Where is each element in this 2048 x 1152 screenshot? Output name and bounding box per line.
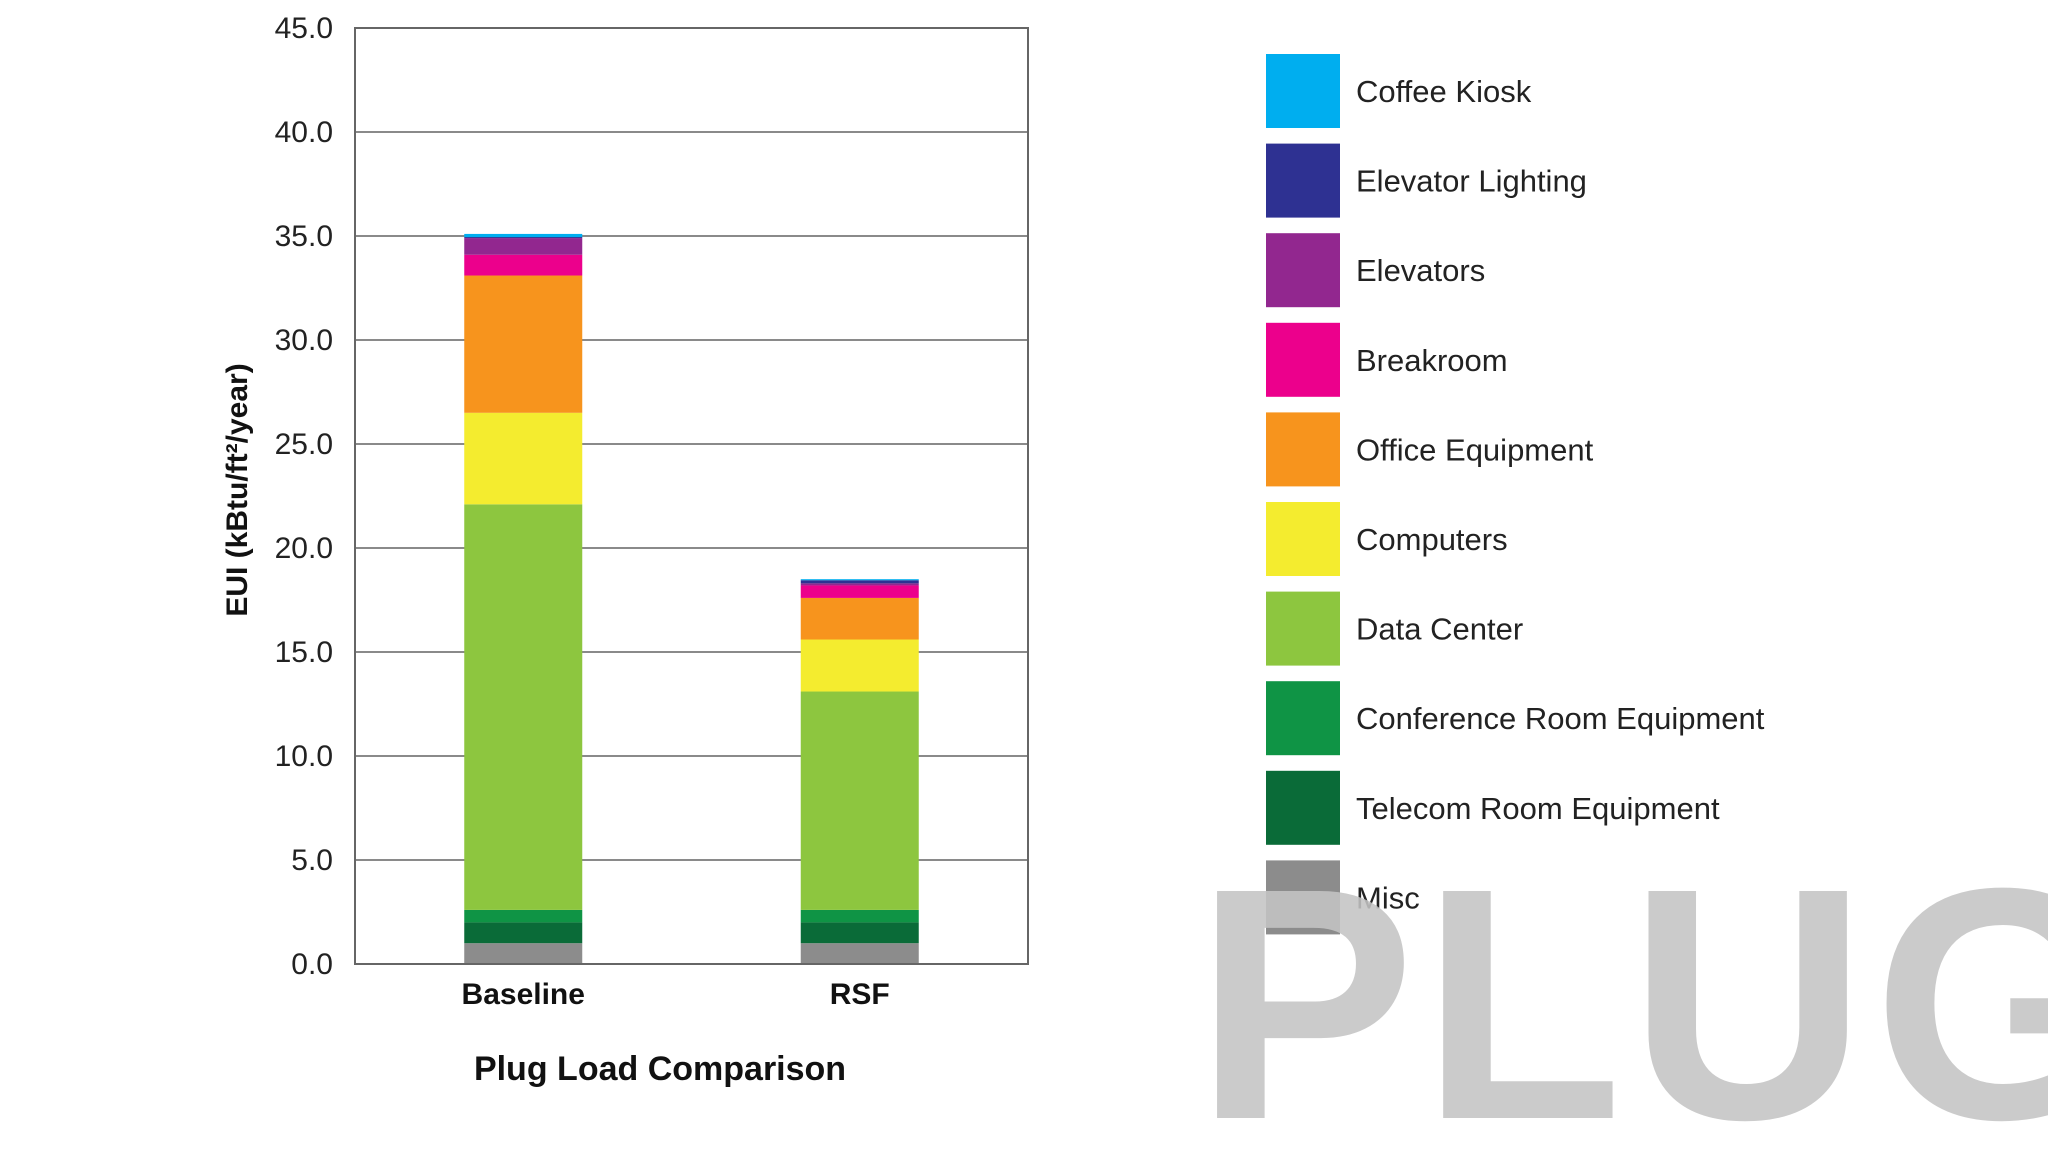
bar-segment	[800, 585, 919, 598]
y-tick-label: 10.0	[275, 740, 333, 773]
bar-segment	[464, 275, 583, 413]
legend-label: Data Center	[1356, 612, 1523, 647]
bar-segment	[464, 943, 583, 964]
y-tick-label: 25.0	[275, 428, 333, 461]
y-tick-label: 40.0	[275, 116, 333, 149]
legend-swatch	[1266, 591, 1340, 666]
legend-swatch	[1266, 502, 1340, 576]
chart-title: Plug Load Comparison	[474, 1050, 846, 1088]
legend-swatch	[1266, 860, 1340, 935]
y-tick-label: 20.0	[275, 532, 333, 565]
legend-label: Elevators	[1356, 253, 1485, 288]
overlay-word: PLUG	[1195, 819, 2048, 1152]
y-axis-title: EUI (kBtu/ft²/year)	[221, 363, 254, 616]
x-tick-labels: Baseline RSF	[462, 978, 890, 1011]
legend-swatch	[1266, 412, 1340, 487]
bar-segment	[464, 233, 583, 238]
legend-swatch	[1266, 233, 1340, 308]
x-tick-label: RSF	[830, 978, 890, 1011]
bar-segment	[800, 580, 919, 584]
bar-segment	[464, 909, 583, 923]
bars	[464, 233, 919, 964]
legend-label: Office Equipment	[1356, 432, 1594, 467]
legend-label: Conference Room Equipment	[1356, 701, 1765, 736]
bar-segment	[464, 412, 583, 505]
legend-label: Misc	[1356, 880, 1420, 915]
plot-frame	[354, 27, 1029, 965]
bar-segment	[800, 583, 919, 586]
bar-segment	[800, 579, 919, 581]
bar-segment	[800, 909, 919, 923]
x-tick-label: Baseline	[462, 978, 585, 1011]
bar-segment	[800, 639, 919, 692]
legend-swatch	[1266, 681, 1340, 756]
y-tick-label: 5.0	[291, 844, 333, 877]
bar-segment	[800, 943, 919, 964]
legend-label: Computers	[1356, 522, 1508, 557]
legend: Coffee Kiosk Elevator Lighting Elevators Br…	[1266, 54, 1765, 935]
y-tick-label: 45.0	[275, 12, 333, 45]
bar-segment	[464, 238, 583, 255]
bar-segment	[464, 237, 583, 239]
bar-segment	[464, 254, 583, 276]
legend-swatch	[1266, 143, 1340, 218]
grid-lines	[355, 131, 1028, 861]
bar-segment	[800, 597, 919, 640]
legend-label: Telecom Room Equipment	[1356, 791, 1720, 826]
bar-segment	[800, 691, 919, 910]
y-tick-label: 35.0	[275, 220, 333, 253]
y-tick-label: 15.0	[275, 636, 333, 669]
y-tick-labels: 0.0 5.0 10.0 15.0 20.0 25.0 30.0 35.0 40.0 45.0	[275, 12, 333, 981]
legend-label: Elevator Lighting	[1356, 164, 1587, 199]
legend-label: Coffee Kiosk	[1356, 74, 1532, 109]
y-tick-label: 0.0	[291, 948, 333, 981]
legend-swatch	[1266, 54, 1340, 128]
bar-segment	[464, 922, 583, 944]
y-tick-label: 30.0	[275, 324, 333, 357]
legend-swatch	[1266, 322, 1340, 397]
bar-segment	[800, 922, 919, 944]
legend-swatch	[1266, 770, 1340, 845]
bar-segment	[464, 504, 583, 910]
legend-label: Breakroom	[1356, 343, 1508, 378]
